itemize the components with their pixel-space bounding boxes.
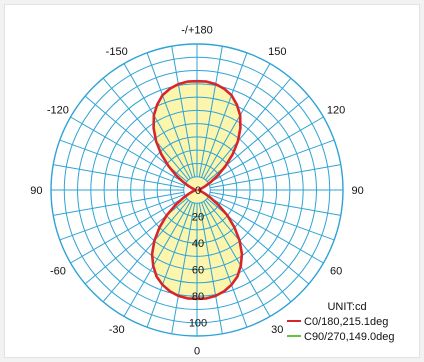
angle-tick-label: -150 (106, 46, 128, 58)
radial-tick-label: 40 (192, 238, 204, 250)
grid-spoke (53, 164, 185, 189)
grid-spoke (209, 139, 335, 186)
grid-spoke (208, 116, 324, 184)
grid-spoke (198, 46, 223, 178)
grid-spoke (146, 202, 193, 328)
series-fill (152, 81, 242, 299)
grid-spoke (205, 199, 292, 303)
grid-spoke (201, 52, 248, 178)
legend-entry: C0/180,215.1deg (304, 316, 388, 328)
grid-spoke (209, 194, 335, 241)
angle-tick-label: 30 (271, 324, 283, 336)
radial-tick-label: 20 (192, 212, 204, 224)
grid-spoke (208, 196, 324, 264)
radial-tick-label: 80 (192, 291, 204, 303)
legend-entry: C90/270,149.0deg (304, 331, 395, 343)
grid-spoke (59, 139, 185, 186)
chart-frame: -/+180 -150 150 -120 120 90 90 -60 60 -30 30 0 0 20 40… (4, 4, 420, 358)
series-line (150, 79, 244, 301)
grid-layer (50, 43, 344, 337)
angle-tick-label: -30 (109, 324, 125, 336)
polar-chart: -/+180 -150 150 -120 120 90 90 -60 60 -30 30 0 0 20 40… (30, 24, 395, 357)
angle-tick-label: 150 (268, 46, 286, 58)
grid-spoke (70, 196, 186, 264)
grid-spoke (209, 191, 341, 216)
angle-tick-label: 120 (327, 105, 345, 117)
angle-tick-label: -/+180 (181, 24, 213, 36)
angle-tick-label: 90 (351, 185, 363, 197)
grid-spoke (59, 194, 185, 241)
grid-spoke (203, 201, 271, 317)
grid-spoke (198, 202, 223, 334)
grid-spoke (203, 63, 271, 179)
angle-tick-label: -60 (50, 265, 66, 277)
legend: UNIT:cd C0/180,215.1deg C90/270,149.0deg (287, 301, 395, 343)
grid-spoke (171, 46, 196, 178)
grid-spoke (146, 52, 193, 178)
grid-spoke (201, 202, 248, 328)
grid-spoke (102, 77, 189, 181)
grid-spoke (102, 199, 189, 303)
legend-unit-label: UNIT:cd (327, 301, 366, 313)
grid-spoke (70, 116, 186, 184)
angle-tick-label: -120 (47, 105, 69, 117)
angle-tick-label: 90 (30, 185, 42, 197)
grid-spoke (209, 164, 341, 189)
curve-layer (150, 79, 244, 301)
angle-tick-label: 0 (194, 346, 200, 357)
grid-spoke (123, 63, 191, 179)
grid-spoke (171, 202, 196, 334)
fill-layer (152, 81, 242, 299)
grid-spoke (123, 201, 191, 317)
grid-spoke (53, 191, 185, 216)
grid-spoke (205, 77, 292, 181)
radial-tick-label: 60 (192, 265, 204, 277)
radial-tick-label: 100 (189, 318, 207, 330)
labels-layer: -/+180 -150 150 -120 120 90 90 -60 60 -30 30 0 0 20 40… (30, 24, 363, 357)
angle-tick-label: 60 (330, 265, 342, 277)
radial-tick-label: 0 (195, 185, 201, 197)
